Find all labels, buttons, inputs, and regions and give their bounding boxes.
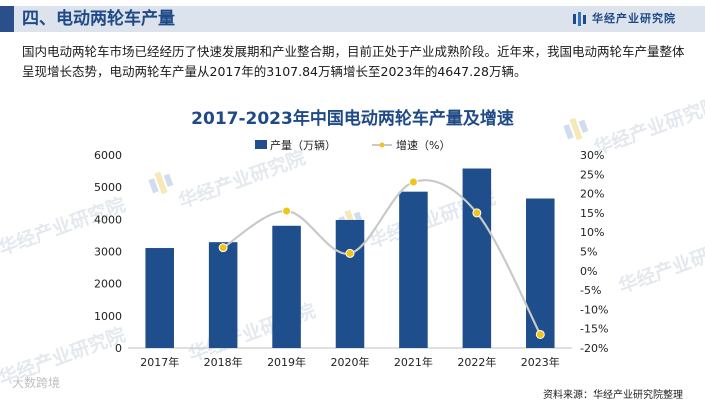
growth-point [345, 248, 355, 258]
bar [335, 219, 365, 348]
footer-watermark: 大数跨境 [12, 376, 61, 390]
bar [208, 242, 238, 348]
legend-line-label: 增速（%） [396, 138, 450, 152]
header-accent [0, 6, 14, 32]
header-bar [0, 6, 705, 32]
x-tick-label: 2021年 [394, 355, 433, 369]
source-note: 资料来源：华经产业研究院整理 [543, 390, 683, 400]
y-right-tick-label: -20% [580, 342, 608, 355]
y-right-axis: -20% -15% -10% -5% 0% 5% 10% 15% 20% 25% 30% [580, 149, 608, 355]
intro-paragraph: 国内电动两轮车市场已经经历了快速发展期和产业整合期，目前正处于产业成熟阶段。近年… [22, 44, 685, 79]
growth-point [408, 177, 418, 187]
bar-series [145, 168, 555, 348]
y-right-tick-label: 0% [580, 265, 597, 278]
y-right-tick-label: 15% [580, 207, 604, 220]
bar [145, 248, 174, 348]
y-left-tick-label: 1000 [94, 310, 122, 323]
y-right-tick-label: -10% [580, 303, 608, 316]
growth-line [222, 179, 542, 335]
y-right-tick-label: 10% [580, 226, 604, 239]
x-axis: 2017年 2018年 2019年 2020年 2021年 2022年 2023年 [140, 355, 560, 369]
brand-name: 华经产业研究院 [592, 12, 676, 25]
y-left-tick-label: 3000 [94, 246, 122, 259]
section-title: 四、电动两轮车产量 [22, 9, 175, 29]
x-tick-label: 2017年 [140, 355, 179, 369]
chart-title: 2017-2023年中国电动两轮车产量及增速 [191, 109, 514, 129]
y-left-tick-label: 6000 [94, 149, 122, 162]
growth-point [535, 329, 545, 339]
y-right-tick-label: -5% [580, 284, 601, 297]
y-left-axis: 0 1000 2000 3000 4000 5000 6000 [94, 149, 122, 355]
legend-bar-label: 产量（万辆） [270, 138, 336, 152]
y-left-tick-label: 4000 [94, 213, 122, 226]
bar [526, 198, 555, 348]
growth-markers [218, 177, 545, 339]
legend: 产量（万辆） 增速（%） [255, 138, 450, 152]
brand-logo-icon [573, 12, 586, 26]
y-left-tick-label: 0 [115, 342, 122, 355]
bar [399, 191, 428, 348]
watermark-logo-icon [148, 171, 174, 195]
bar [272, 225, 301, 348]
legend-line-marker [379, 142, 385, 148]
bar [462, 168, 492, 348]
x-tick-label: 2022年 [457, 355, 496, 369]
legend-bar-swatch [255, 140, 267, 149]
x-tick-label: 2023年 [521, 355, 560, 369]
x-tick-label: 2020年 [331, 355, 370, 369]
x-tick-label: 2018年 [204, 355, 243, 369]
y-right-tick-label: 30% [580, 149, 604, 162]
y-right-tick-label: 20% [580, 188, 604, 201]
y-right-tick-label: 5% [580, 246, 597, 259]
growth-point [218, 243, 228, 253]
growth-point [282, 206, 292, 216]
growth-point [472, 208, 482, 218]
watermark-logo-icon [563, 117, 589, 141]
y-left-tick-label: 2000 [94, 278, 122, 291]
y-right-tick-label: -15% [580, 323, 608, 336]
y-right-tick-label: 25% [580, 168, 604, 181]
y-left-tick-label: 5000 [94, 181, 122, 194]
x-tick-label: 2019年 [267, 355, 306, 369]
